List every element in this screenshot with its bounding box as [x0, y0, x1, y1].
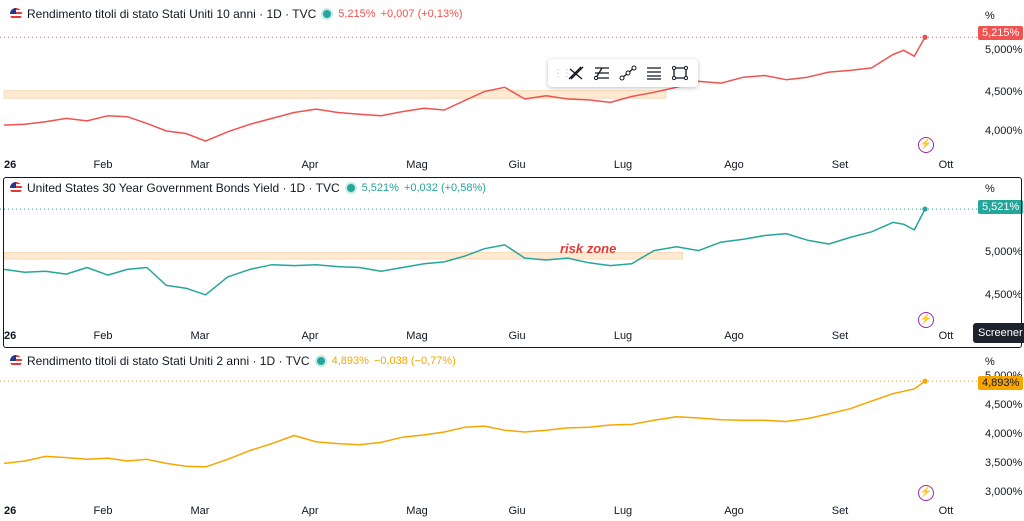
x-tick-label: Set — [831, 159, 849, 171]
market-status-dot — [346, 184, 355, 192]
risk-zone-annotation[interactable]: risk zone — [560, 241, 617, 256]
x-tick-label: Giu — [508, 159, 526, 171]
y-tick-label: 5,000% — [985, 246, 1023, 258]
x-tick-label: Apr — [301, 159, 319, 171]
drawing-toolbar[interactable]: ⋮⋮ — [548, 59, 698, 87]
unit-label: % — [985, 10, 995, 22]
price-badge: 4,893% — [978, 376, 1024, 390]
y-tick-label: 3,000% — [985, 486, 1023, 498]
screener-tooltip[interactable]: Screener — [973, 323, 1024, 343]
x-tick-label: Ott — [938, 330, 954, 342]
us-flag-icon — [10, 182, 22, 194]
y-tick-label: 5,000% — [985, 44, 1023, 56]
us-flag-icon — [10, 8, 22, 20]
y-tick-label: 4,500% — [985, 289, 1023, 301]
x-tick-label: Feb — [93, 330, 113, 342]
series-change: +0,007 (+0,13%) — [380, 8, 463, 20]
x-tick-label: Feb — [93, 505, 113, 517]
unit-label: % — [985, 356, 995, 368]
series-value: 5,215% — [338, 8, 376, 20]
x-tick-label: Ott — [938, 505, 954, 517]
pane-30y[interactable]: United States 30 Year Government Bonds Y… — [0, 176, 1024, 348]
fib-retracement-icon[interactable] — [589, 61, 615, 85]
x-tick-label: Mag — [406, 330, 428, 342]
x-tick-label: Ago — [724, 159, 744, 171]
zone-rectangle — [3, 90, 667, 99]
zone-rectangle — [3, 252, 683, 260]
chart-30y[interactable] — [0, 176, 1024, 348]
chart-2y[interactable] — [0, 348, 1024, 521]
series-value: 4,893% — [331, 355, 369, 367]
x-tick-label: Giu — [508, 330, 526, 342]
y-tick-label: 4,500% — [985, 399, 1023, 411]
x-tick-label: 26 — [4, 159, 17, 171]
trend-line-icon[interactable] — [615, 61, 641, 85]
y-tick-label: 4,000% — [985, 125, 1023, 137]
rectangle-icon[interactable] — [667, 61, 693, 85]
x-tick-label: Ott — [938, 159, 954, 171]
x-tick-label: Mag — [406, 505, 428, 517]
series-title: Rendimento titoli di stato Stati Uniti 2… — [27, 354, 310, 368]
x-tick-label: Apr — [301, 330, 319, 342]
price-badge: 5,521% — [978, 200, 1024, 214]
lightning-icon[interactable]: ⚡ — [918, 312, 934, 328]
cross-lines-icon[interactable] — [563, 61, 589, 85]
series-title: United States 30 Year Government Bonds Y… — [27, 181, 340, 195]
x-tick-label: Mar — [190, 330, 210, 342]
x-tick-label: 26 — [4, 330, 17, 342]
last-value-marker — [922, 206, 928, 212]
x-tick-label: 26 — [4, 505, 17, 517]
last-value-marker — [922, 34, 928, 40]
series-title: Rendimento titoli di stato Stati Uniti 1… — [27, 7, 317, 21]
legend-30y[interactable]: United States 30 Year Government Bonds Y… — [10, 181, 486, 195]
x-tick-label: Lug — [613, 505, 633, 517]
us-flag-icon — [10, 355, 22, 367]
drag-handle-icon[interactable]: ⋮⋮ — [553, 67, 572, 79]
x-tick-label: Apr — [301, 505, 319, 517]
legend-2y[interactable]: Rendimento titoli di stato Stati Uniti 2… — [10, 354, 456, 368]
unit-label: % — [985, 183, 995, 195]
x-tick-label: Ago — [724, 330, 744, 342]
price-badge: 5,215% — [978, 26, 1024, 40]
chart-10y[interactable] — [0, 0, 1024, 176]
y-tick-label: 4,000% — [985, 428, 1023, 440]
x-tick-label: Lug — [613, 159, 633, 171]
series-value: 5,521% — [361, 182, 399, 194]
x-tick-label: Mar — [190, 159, 210, 171]
parallel-channel-icon[interactable] — [641, 61, 667, 85]
series-line — [3, 208, 926, 296]
legend-10y[interactable]: Rendimento titoli di stato Stati Uniti 1… — [10, 7, 463, 21]
x-tick-label: Set — [831, 330, 849, 342]
lightning-icon[interactable]: ⚡ — [918, 137, 934, 153]
series-line — [3, 36, 926, 142]
market-status-dot — [323, 10, 332, 18]
series-change: +0,032 (+0,58%) — [403, 182, 486, 194]
series-line — [3, 380, 926, 468]
x-tick-label: Mar — [190, 505, 210, 517]
market-status-dot — [316, 357, 325, 365]
series-change: −0,038 (−0,77%) — [373, 355, 456, 367]
x-tick-label: Giu — [508, 505, 526, 517]
x-tick-label: Mag — [406, 159, 428, 171]
lightning-icon[interactable]: ⚡ — [918, 485, 934, 501]
y-tick-label: 3,500% — [985, 457, 1023, 469]
x-tick-label: Feb — [93, 159, 113, 171]
y-tick-label: 4,500% — [985, 86, 1023, 98]
x-tick-label: Set — [831, 505, 849, 517]
last-value-marker — [922, 378, 928, 384]
x-tick-label: Ago — [724, 505, 744, 517]
pane-10y[interactable]: Rendimento titoli di stato Stati Uniti 1… — [0, 0, 1024, 176]
pane-2y[interactable]: Rendimento titoli di stato Stati Uniti 2… — [0, 348, 1024, 521]
x-tick-label: Lug — [613, 330, 633, 342]
